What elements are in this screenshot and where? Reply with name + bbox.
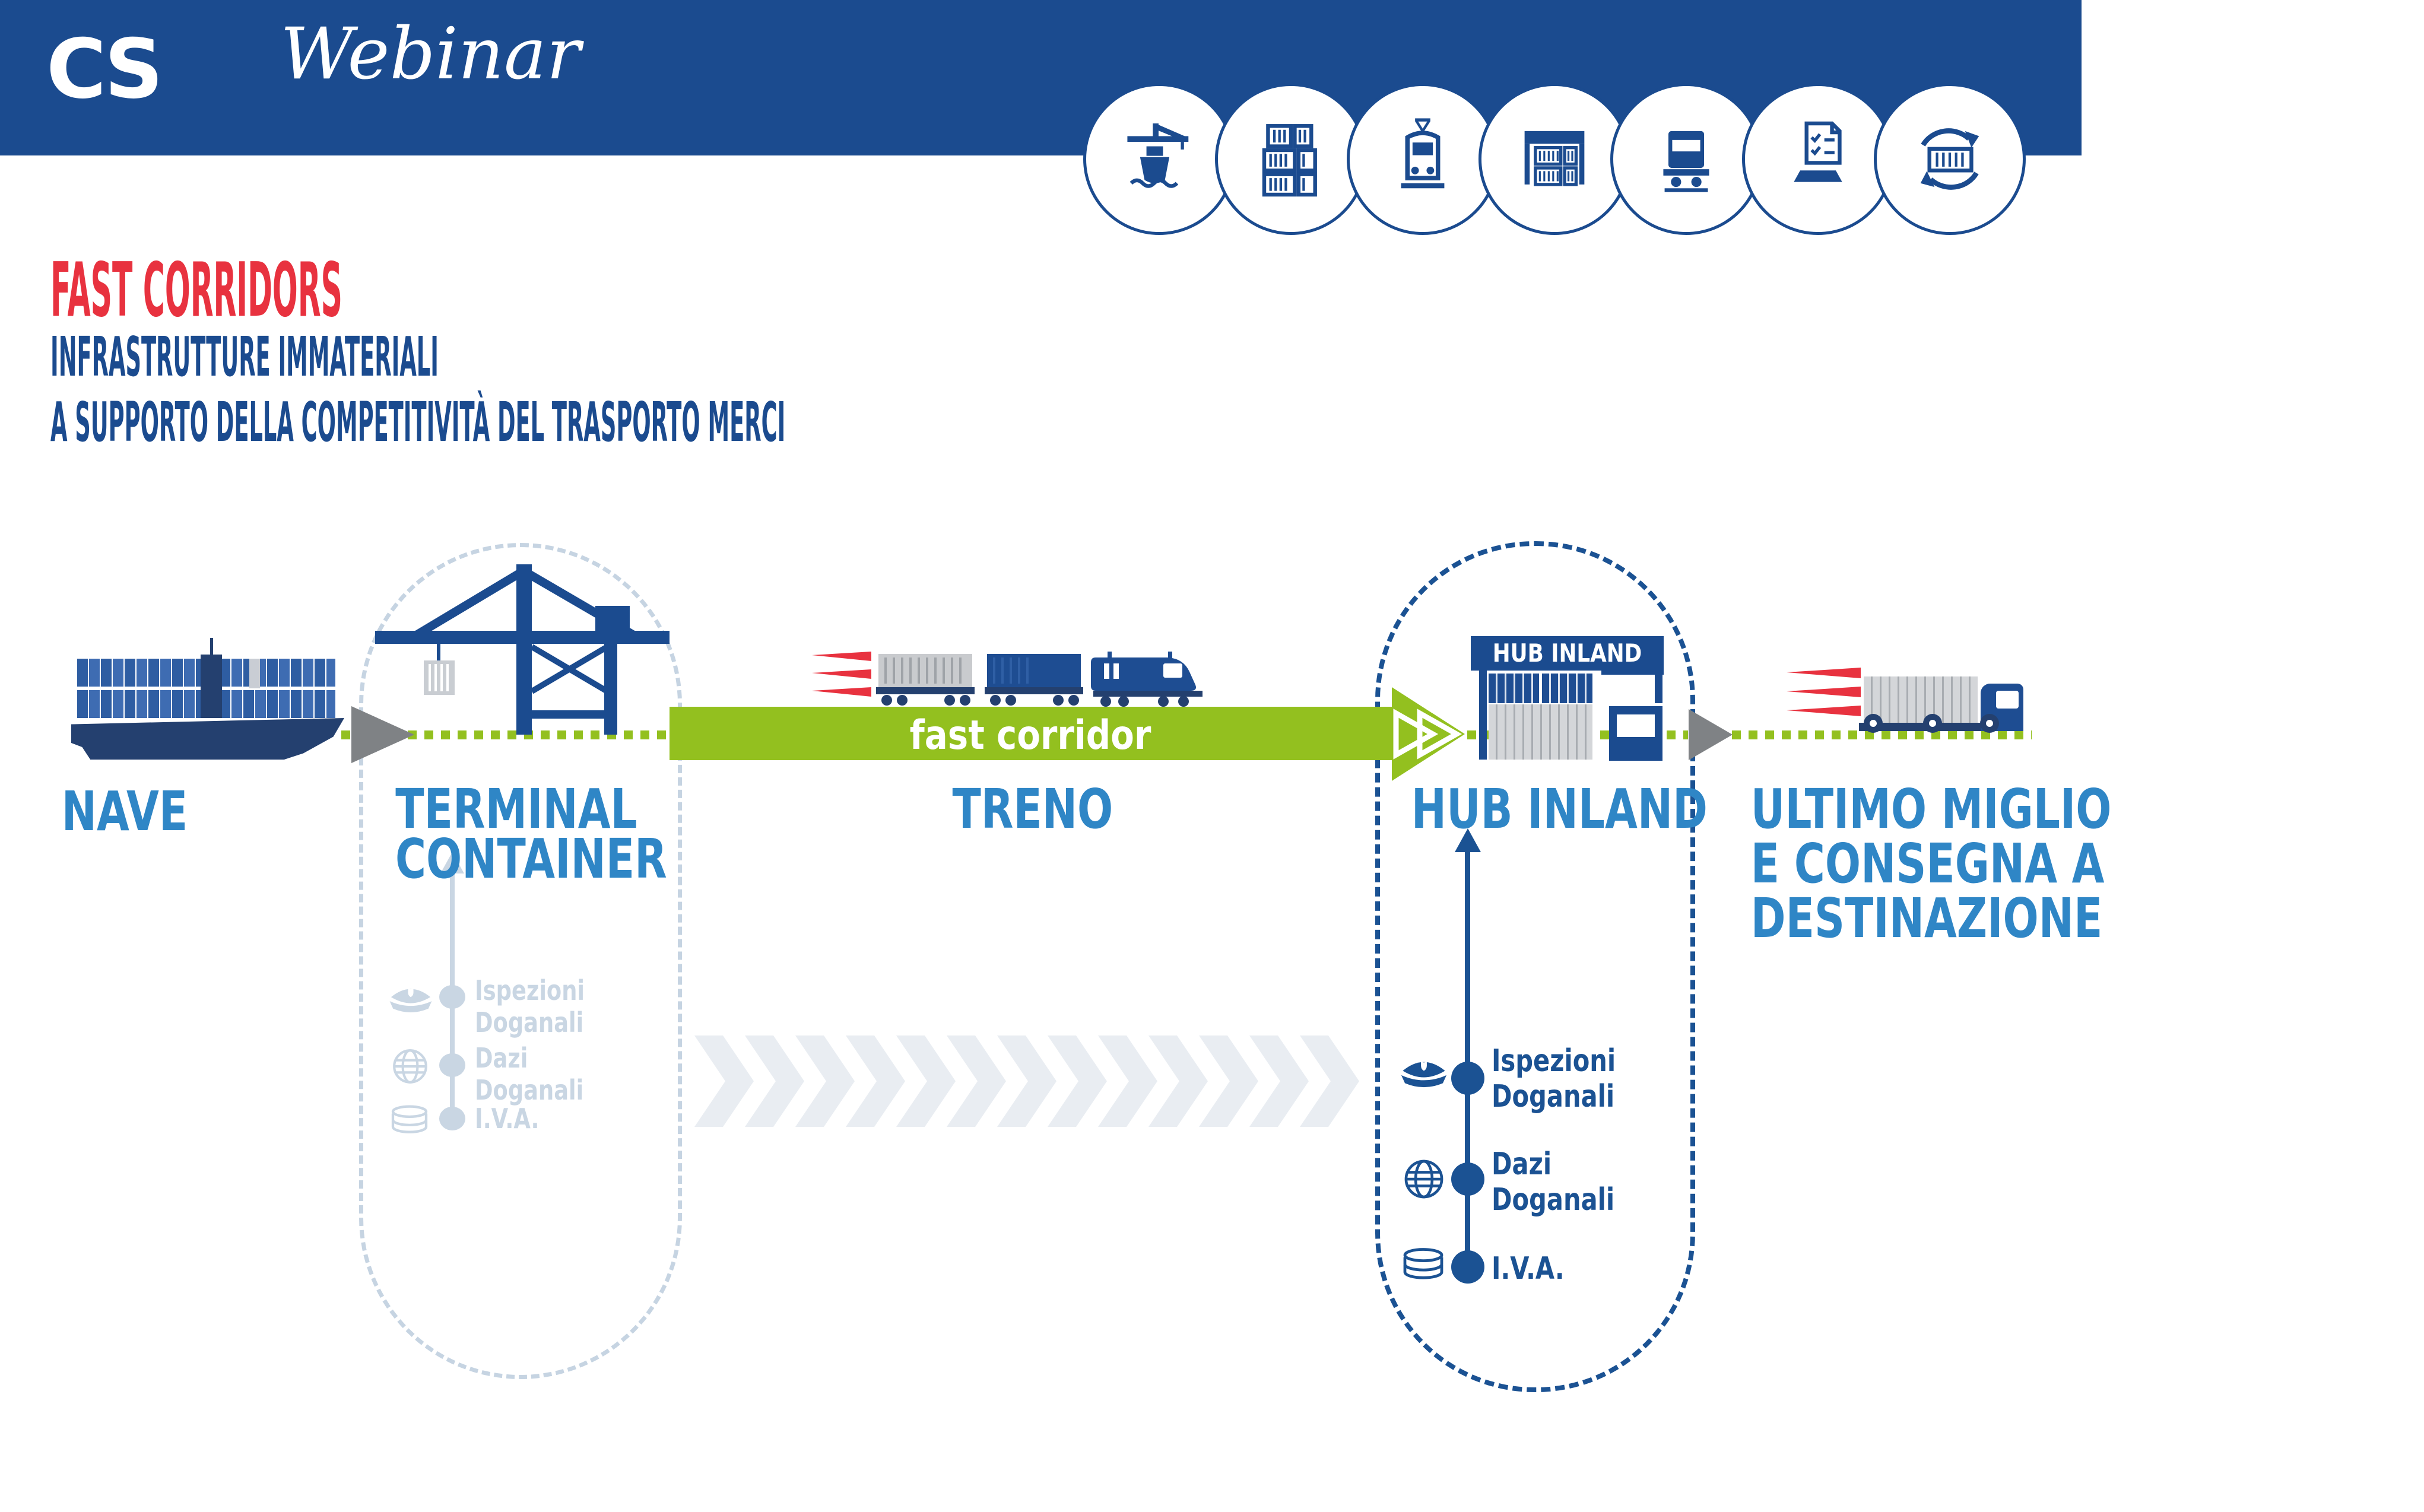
terminal-item-dazi-1: Dazi	[475, 1042, 528, 1074]
terminal-timeline	[439, 852, 465, 1130]
truck-wheel	[1923, 714, 1942, 733]
hub-item-dazi-1: Dazi	[1492, 1146, 1552, 1182]
hub-left-post	[1479, 671, 1487, 760]
hub-building-illustration: HUB INLAND	[1465, 630, 1670, 764]
coins-icon	[391, 1105, 428, 1133]
truck-trailer-container	[1864, 676, 1978, 724]
coins-icon	[1403, 1248, 1443, 1279]
hub-right-beam	[1601, 667, 1664, 675]
circle-train	[1347, 83, 1499, 235]
webinar-script-title: Webinar	[280, 13, 580, 96]
hub-booth	[1609, 706, 1662, 761]
locomotive-illustration	[1091, 652, 1203, 707]
police-hat-icon	[389, 988, 432, 1012]
fast-corridor-label: fast corridor	[909, 712, 1151, 759]
police-hat-icon	[1401, 1061, 1447, 1088]
containers-stack-icon	[1262, 124, 1317, 197]
circle-truck	[1610, 83, 1762, 235]
hub-item-dazi-2: Doganali	[1492, 1182, 1615, 1218]
green-dotted-line-3	[1732, 730, 2032, 739]
stage-label-nave: NAVE	[61, 780, 188, 843]
chevrons-band	[694, 1035, 1359, 1127]
hub-item-ispezioni-2: Doganali	[1492, 1079, 1615, 1114]
hub-item-ispezioni-1: Ispezioni	[1492, 1043, 1616, 1079]
warehouse-icon	[1524, 131, 1585, 186]
truck-windshield	[1996, 691, 2019, 709]
subtitle-line2: A SUPPORTO DELLA COMPETITIVITÀ DEL TRASP…	[50, 390, 786, 454]
speed-lines-icon	[812, 652, 871, 697]
laptop-checklist-icon	[1794, 121, 1842, 182]
green-dotted-line-1	[341, 730, 670, 739]
circle-laptop	[1742, 83, 1894, 235]
speed-lines-icon	[1787, 668, 1861, 716]
ship-bridge-tower	[201, 655, 222, 718]
port-crane-icon	[1127, 123, 1189, 188]
stage-label-treno: TRENO	[952, 777, 1113, 841]
circle-containers	[1215, 83, 1367, 235]
page-title: FAST CORRIDORS	[50, 246, 342, 333]
double-chevron-icon	[1393, 709, 1462, 760]
truck-trailer-frame	[1859, 723, 1985, 731]
port-crane-illustration	[375, 564, 670, 735]
train-illustration	[812, 652, 1203, 707]
terminal-item-dazi-2: Doganali	[475, 1074, 584, 1106]
globe-icon	[1404, 1160, 1443, 1199]
gray-arrow-hub-to-lastmile	[1689, 709, 1733, 760]
locomotive-icon	[1401, 118, 1445, 189]
stage-label-ultimo-2: E CONSEGNA A	[1750, 832, 2105, 895]
fast-corridor-arrow	[670, 687, 1465, 781]
gray-arrow-ship-to-terminal	[351, 706, 414, 763]
circle-cycle	[1874, 83, 2026, 235]
truck-front-icon	[1663, 131, 1709, 192]
terminal-item-iva: I.V.A.	[475, 1103, 540, 1135]
stage-label-terminal-2: CONTAINER	[395, 827, 667, 891]
circle-port	[1083, 83, 1235, 235]
hub-inland-box	[1375, 541, 1695, 1392]
stage-label-ultimo-1: ULTIMO MIGLIO	[1750, 777, 2112, 841]
terminal-item-ispezioni-2: Doganali	[475, 1006, 584, 1038]
ship-illustration	[71, 638, 344, 760]
hub-sign-board: HUB INLAND	[1471, 636, 1664, 671]
truck-illustration	[1787, 662, 2024, 739]
globe-icon	[393, 1049, 427, 1084]
hub-timeline	[1451, 828, 1484, 1284]
container-cycle-icon	[1920, 128, 1979, 190]
ship-mast	[210, 638, 213, 656]
terminal-container-box	[359, 543, 682, 1379]
hub-item-iva: I.V.A.	[1492, 1251, 1565, 1287]
hub-booth-window	[1617, 714, 1655, 737]
ship-hull	[71, 718, 344, 760]
hub-blue-container	[1489, 674, 1592, 703]
ship-gray-container	[249, 659, 260, 688]
hub-sign-label: HUB INLAND	[1492, 639, 1642, 668]
truck-wheel	[1864, 714, 1883, 733]
stage-label-hub: HUB INLAND	[1411, 777, 1708, 841]
stage-label-ultimo-3: DESTINAZIONE	[1750, 887, 2103, 950]
hub-gray-container	[1489, 704, 1592, 760]
subtitle-line1: INFRASTRUTTURE IMMATERIALI	[50, 325, 439, 389]
cs-logo: CS	[46, 21, 163, 117]
hub-hang-post	[1655, 675, 1662, 703]
truck-wheel	[1980, 714, 1999, 733]
stage-label-terminal-1: TERMINAL	[395, 777, 637, 841]
terminal-item-ispezioni-1: Ispezioni	[475, 974, 585, 1006]
circle-warehouse	[1478, 83, 1630, 235]
